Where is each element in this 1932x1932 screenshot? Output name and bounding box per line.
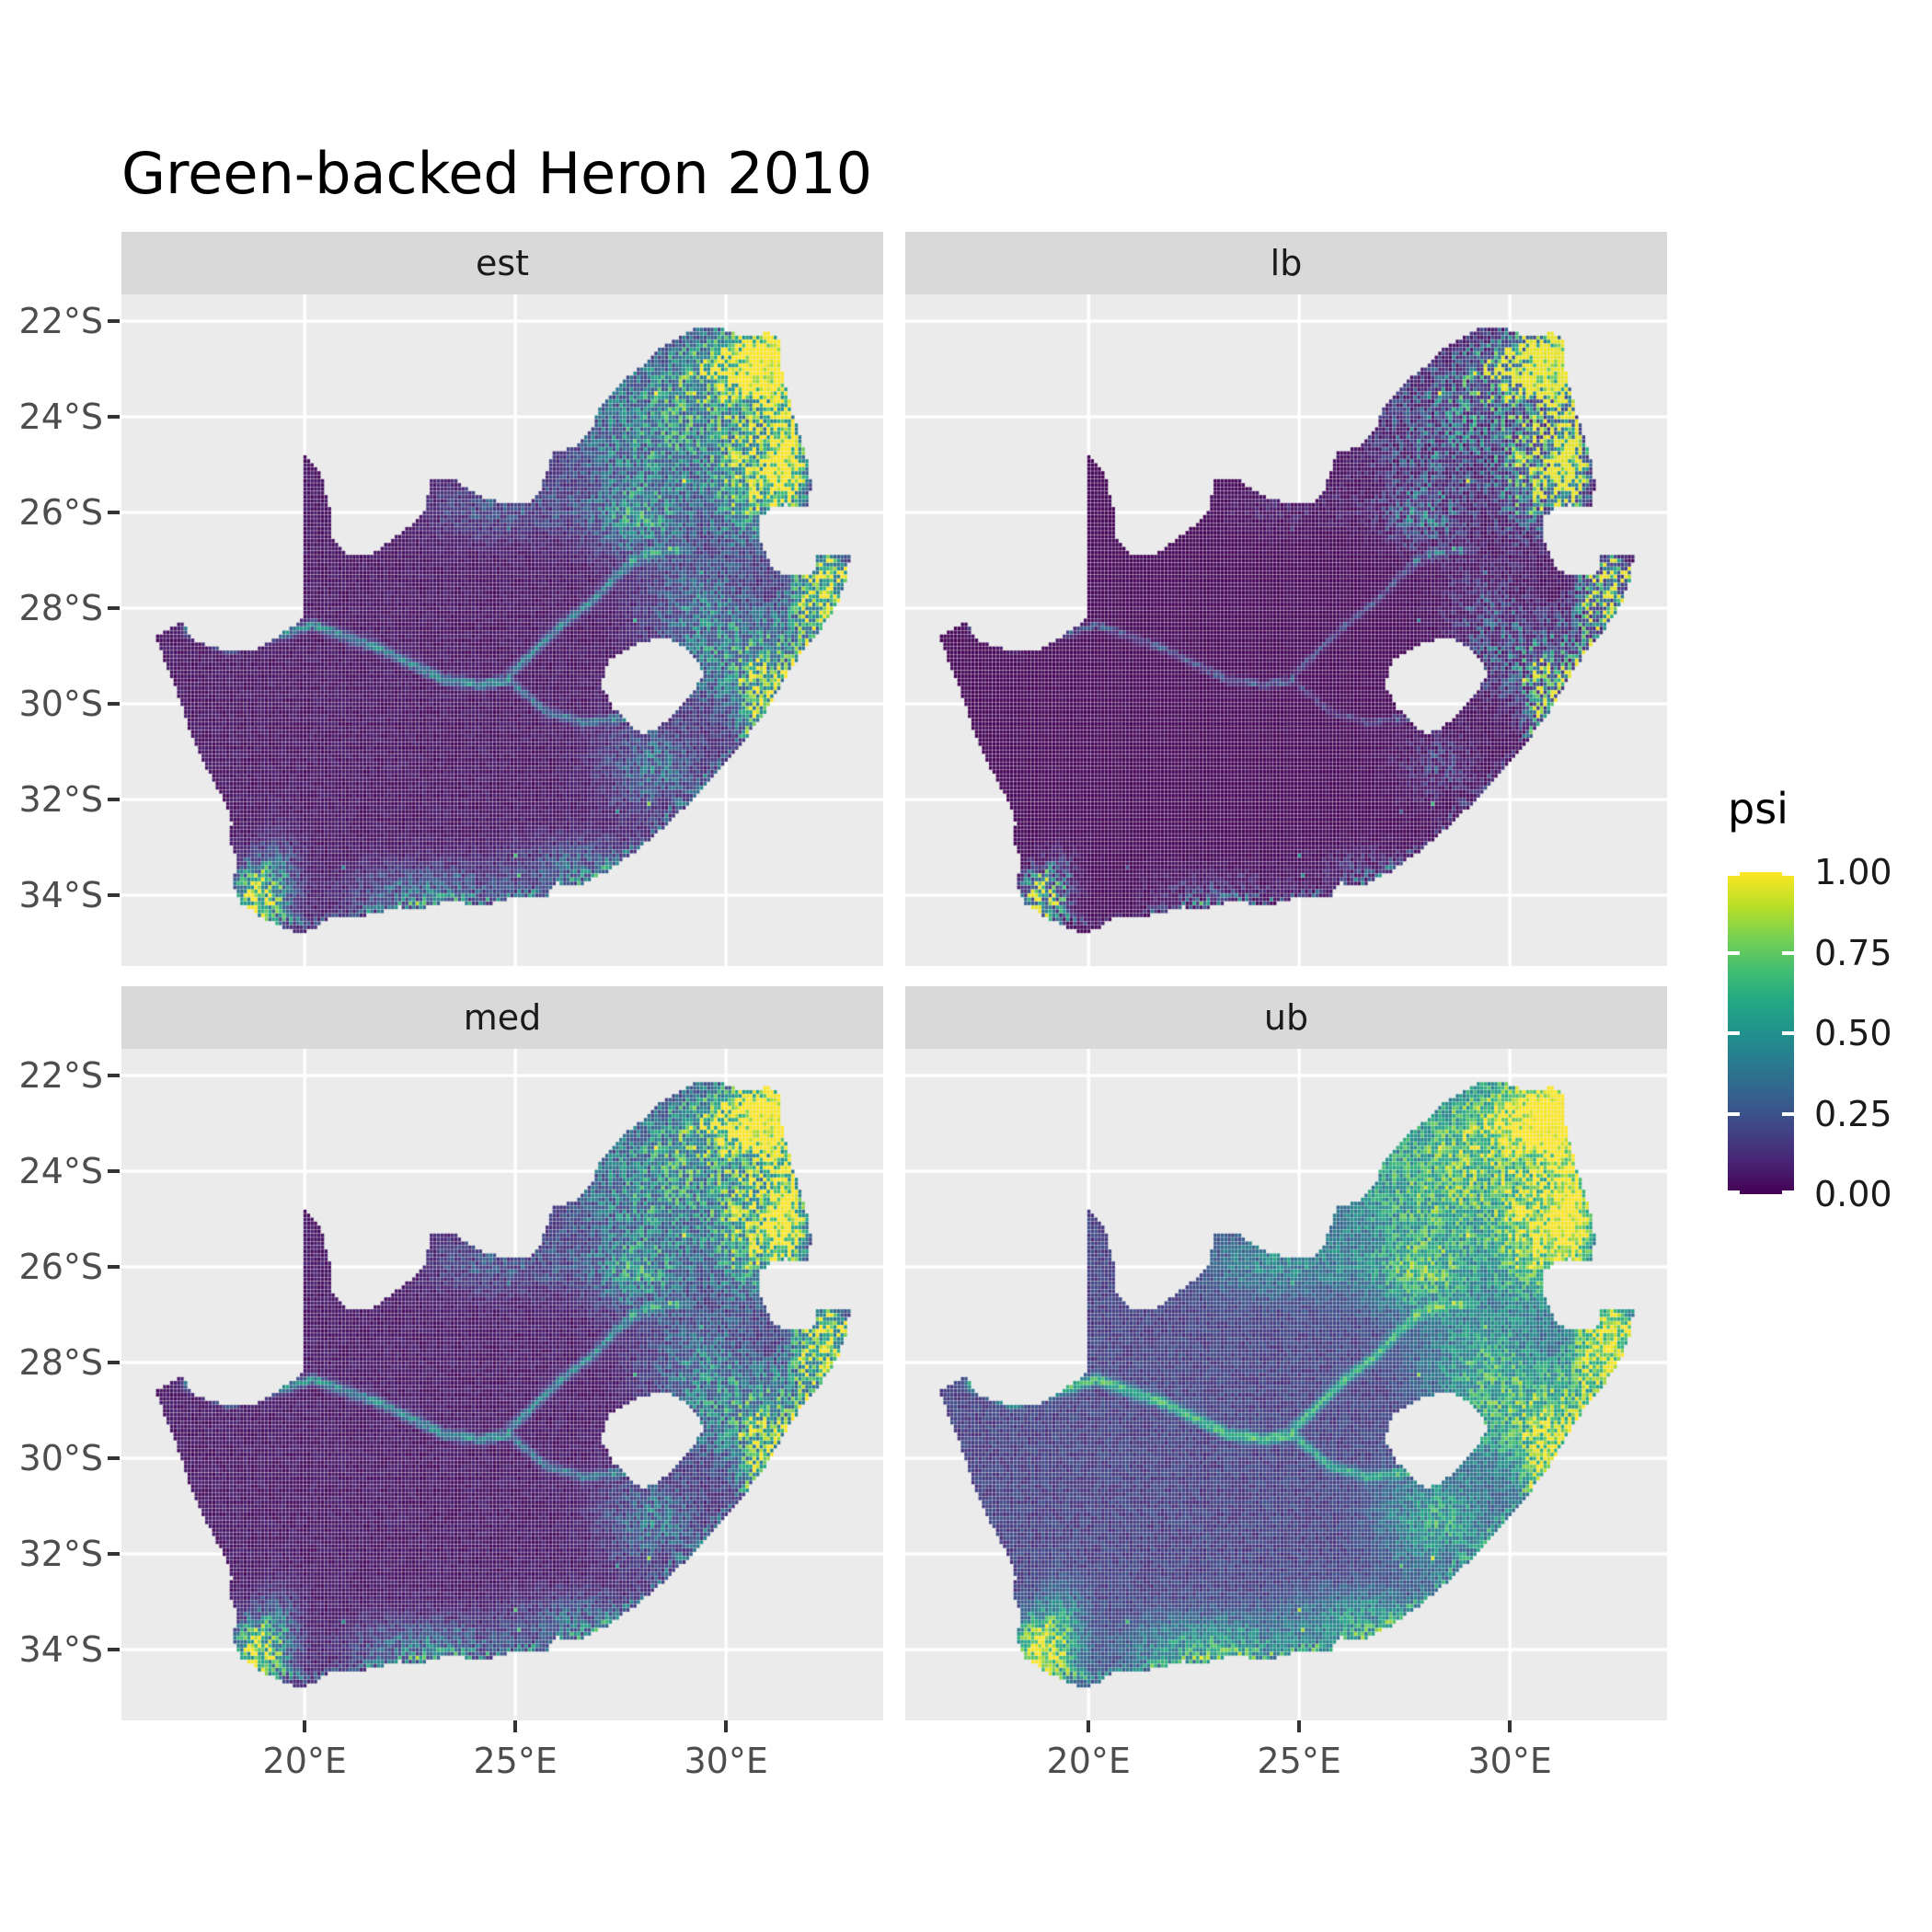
- y-axis-tick: [108, 798, 120, 802]
- facet-strip-label-med: med: [463, 997, 542, 1038]
- legend-tick-mark: [1728, 872, 1740, 876]
- y-axis-tick: [108, 1265, 120, 1270]
- plot-title: Green-backed Heron 2010: [121, 140, 873, 207]
- facet-strip-lb: lb: [905, 232, 1667, 294]
- facet-strip-label-lb: lb: [1270, 243, 1303, 283]
- legend-tick-label: 0.00: [1814, 1174, 1892, 1214]
- legend-tick-label: 0.50: [1814, 1013, 1892, 1053]
- facet-strip-label-ub: ub: [1263, 997, 1309, 1038]
- map-panel-est: [121, 294, 883, 966]
- x-axis-tick: [1508, 1720, 1512, 1732]
- x-axis-label: 25°E: [473, 1741, 558, 1781]
- y-axis-label: 26°S: [18, 1247, 103, 1288]
- y-axis-label: 34°S: [18, 1629, 103, 1671]
- x-axis-tick: [513, 1720, 518, 1732]
- facet-strip-label-est: est: [475, 243, 530, 283]
- facet-strip-med: med: [121, 986, 883, 1049]
- y-axis-label: 32°S: [18, 779, 103, 821]
- y-axis-tick: [108, 702, 120, 707]
- legend-tick-label: 1.00: [1814, 852, 1892, 892]
- y-axis-tick: [108, 1648, 120, 1652]
- legend-tick-mark: [1782, 1111, 1794, 1116]
- legend-tick-label: 0.25: [1814, 1093, 1892, 1134]
- y-axis-label: 24°S: [18, 1151, 103, 1192]
- y-axis-tick: [108, 1552, 120, 1557]
- x-axis-tick: [1087, 1720, 1091, 1732]
- y-axis-tick: [108, 1074, 120, 1078]
- legend-tick-mark: [1782, 950, 1794, 955]
- y-axis-label: 30°S: [18, 684, 103, 725]
- legend-tick-mark: [1782, 1031, 1794, 1035]
- y-axis-tick: [108, 319, 120, 324]
- y-axis-label: 32°S: [18, 1534, 103, 1575]
- map-panel-lb: [905, 294, 1667, 966]
- y-axis-label: 26°S: [18, 492, 103, 534]
- facet-strip-ub: ub: [905, 986, 1667, 1049]
- legend-tick-mark: [1782, 872, 1794, 876]
- x-axis-label: 30°E: [1467, 1741, 1552, 1781]
- y-axis-tick: [108, 893, 120, 898]
- legend-tick-mark: [1728, 950, 1740, 955]
- legend-tick-mark: [1728, 1111, 1740, 1116]
- y-axis-tick: [108, 511, 120, 515]
- y-axis-label: 30°S: [18, 1438, 103, 1479]
- x-axis-tick: [724, 1720, 729, 1732]
- y-axis-label: 34°S: [18, 875, 103, 916]
- y-axis-label: 24°S: [18, 397, 103, 438]
- y-axis-tick: [108, 1456, 120, 1461]
- y-axis-tick: [108, 606, 120, 611]
- x-axis-label: 20°E: [1046, 1741, 1131, 1781]
- y-axis-label: 22°S: [18, 301, 103, 342]
- legend-title: psi: [1728, 784, 1788, 834]
- x-axis-label: 25°E: [1257, 1741, 1341, 1781]
- y-axis-tick: [108, 1169, 120, 1174]
- map-panel-med: [121, 1049, 883, 1720]
- facet-strip-est: est: [121, 232, 883, 294]
- legend-tick-mark: [1782, 1190, 1794, 1194]
- x-axis-tick: [1297, 1720, 1302, 1732]
- y-axis-label: 28°S: [18, 588, 103, 629]
- y-axis-tick: [108, 1361, 120, 1365]
- y-axis-tick: [108, 415, 120, 420]
- y-axis-label: 28°S: [18, 1342, 103, 1384]
- x-axis-label: 30°E: [684, 1741, 768, 1781]
- legend-tick-mark: [1728, 1190, 1740, 1194]
- map-panel-ub: [905, 1049, 1667, 1720]
- y-axis-label: 22°S: [18, 1055, 103, 1097]
- legend-tick-label: 0.75: [1814, 932, 1892, 973]
- legend-tick-mark: [1728, 1031, 1740, 1035]
- x-axis-label: 20°E: [262, 1741, 347, 1781]
- x-axis-tick: [303, 1720, 307, 1732]
